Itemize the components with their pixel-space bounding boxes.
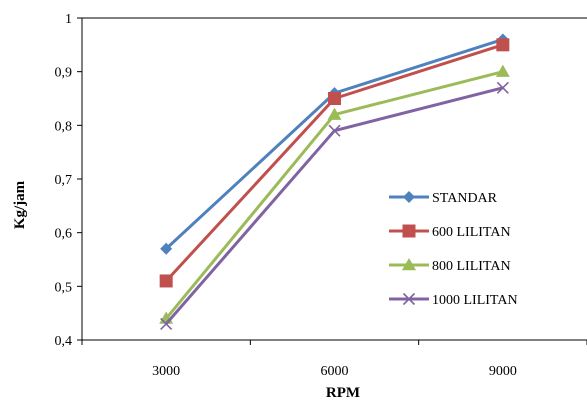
data-point-1000-lilitan (160, 317, 173, 330)
legend-label: 600 LILITAN (432, 225, 511, 240)
x-axis-title: RPM (326, 385, 360, 401)
legend-swatch-marker (402, 258, 416, 271)
legend-label: STANDAR (432, 191, 498, 206)
x-axis: 3000 6000 9000 (81, 340, 587, 379)
data-point-800-lilitan (327, 107, 342, 120)
data-point-600-lilitan (159, 274, 173, 288)
y-tick-label: 1 (65, 12, 72, 27)
plot-area (81, 17, 587, 341)
x-tick-label: 6000 (321, 364, 349, 379)
legend-entry-1000-lilitan: 1000 LILITAN (389, 292, 518, 308)
x-tick-label: 3000 (152, 364, 180, 379)
data-point-600-lilitan (496, 38, 510, 52)
y-tick-label: 0,8 (55, 119, 73, 134)
data-point-800-lilitan (495, 64, 510, 77)
data-point-1000-lilitan (328, 124, 341, 137)
legend-label: 800 LILITAN (432, 259, 511, 274)
legend: STANDAR 600 LILITAN 800 LILITAN 1000 LILITA… (389, 191, 518, 308)
legend-swatch-marker (402, 224, 416, 238)
y-tick-label: 0,7 (55, 173, 73, 188)
y-tick-label: 0,6 (55, 227, 73, 242)
y-tick-label: 0,4 (55, 334, 73, 349)
y-tick-label: 0,9 (55, 66, 73, 81)
y-axis-title: Kg/jam (12, 180, 28, 229)
x-marker-stroke (402, 292, 416, 306)
legend-swatch-marker (402, 292, 416, 306)
x-marker-stroke (160, 317, 173, 330)
data-point-standar (160, 242, 173, 255)
legend-entry-600-lilitan: 600 LILITAN (389, 224, 511, 240)
data-point-1000-lilitan (496, 81, 509, 94)
series-line-600-lilitan (165, 43, 504, 282)
data-point-600-lilitan (328, 92, 341, 105)
series-line-standar (165, 38, 504, 250)
y-tick-label: 0,5 (55, 280, 73, 295)
x-tick-label: 9000 (489, 364, 517, 379)
legend-entry-800-lilitan: 800 LILITAN (389, 258, 511, 274)
x-marker-stroke (328, 124, 341, 137)
legend-swatch-marker (403, 191, 415, 203)
x-marker-stroke (496, 81, 509, 94)
legend-label: 1000 LILITAN (432, 293, 518, 308)
legend-entry-standar: STANDAR (389, 191, 498, 206)
y-axis: 0,4 0,5 0,6 0,7 0,8 0,9 1 (55, 12, 82, 349)
